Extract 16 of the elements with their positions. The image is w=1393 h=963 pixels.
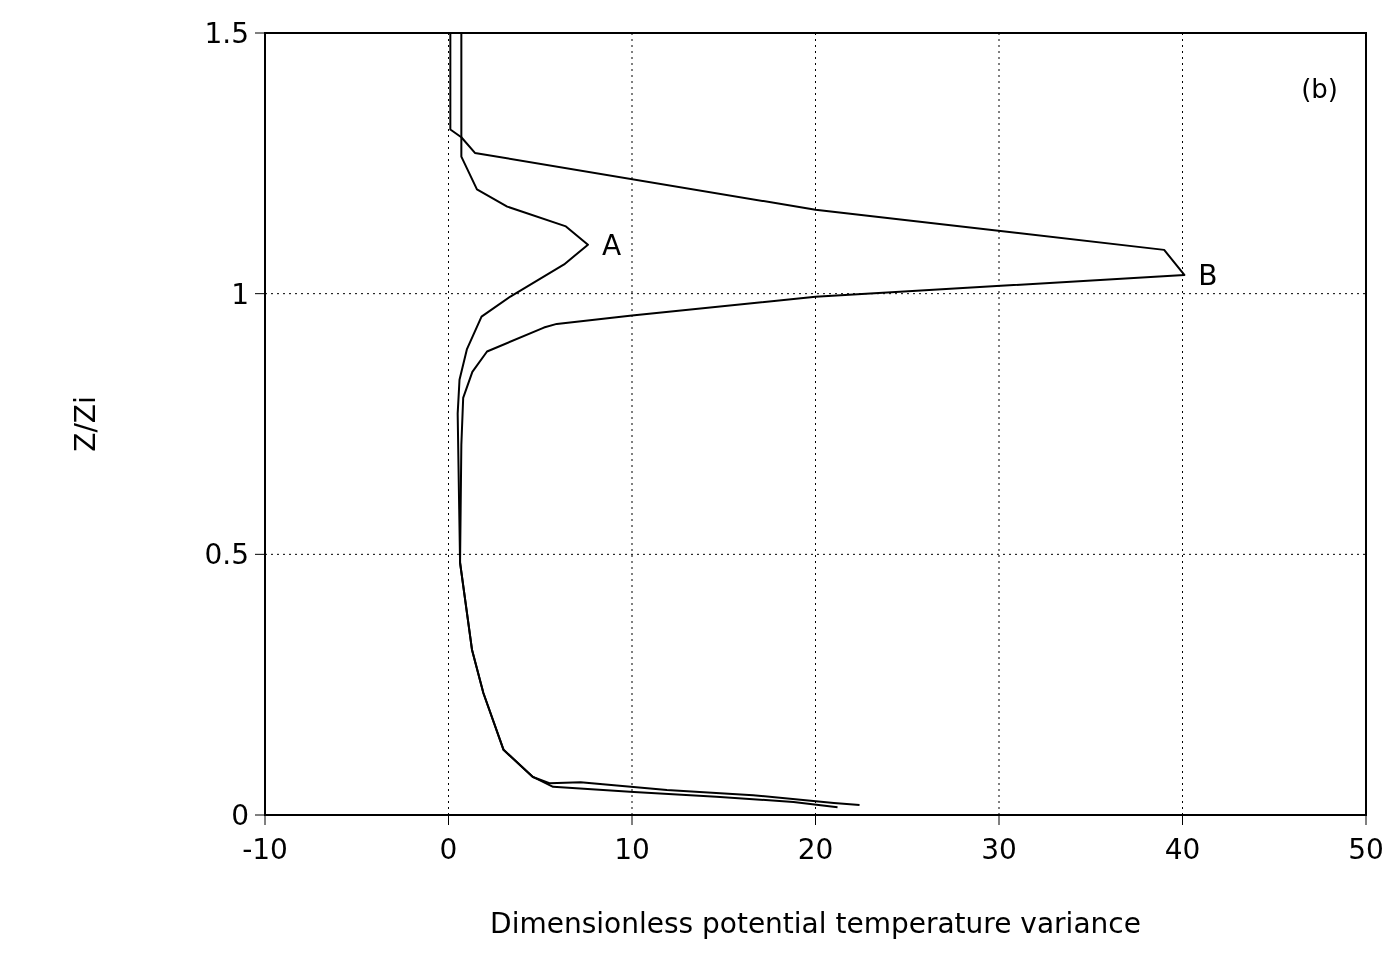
x-tick-label: 10 xyxy=(614,832,650,866)
x-tick-label: 0 xyxy=(439,832,458,866)
x-tick-label: 50 xyxy=(1348,832,1384,866)
y-tick-label: 0.5 xyxy=(204,538,249,572)
y-tick-label: 1.5 xyxy=(204,16,249,50)
x-tick-label: 20 xyxy=(797,832,834,866)
y-tick-label: 1 xyxy=(231,277,249,311)
x-tick-label: -10 xyxy=(242,832,288,866)
y-tick-label: 0 xyxy=(231,798,249,832)
x-tick-label: 30 xyxy=(981,832,1017,866)
annotation: (b) xyxy=(1301,74,1338,104)
x-tick-label: 40 xyxy=(1164,832,1201,866)
y-axis-title: Z/Zi xyxy=(68,396,102,452)
annotation: A xyxy=(601,228,622,262)
x-axis-title: Dimensionless potential temperature variance xyxy=(490,907,1141,940)
annotation: B xyxy=(1198,258,1218,292)
